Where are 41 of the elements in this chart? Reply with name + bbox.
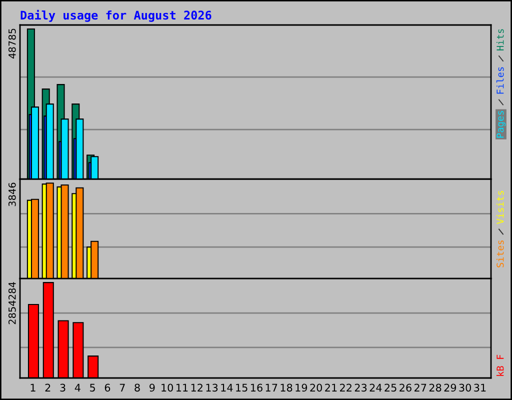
- x-tick-label: 13: [206, 384, 218, 392]
- x-tick-label: 9: [150, 384, 155, 392]
- x-tick-label: 12: [191, 384, 202, 392]
- x-tick-label: 22: [340, 384, 352, 392]
- text: 2854284: [8, 282, 16, 324]
- x-tick-label: 26: [400, 384, 412, 392]
- x-tick-label: 30: [459, 384, 472, 392]
- x-tick-label: 15: [236, 384, 248, 392]
- x-tick-label: 6: [104, 384, 110, 392]
- x-tick-label: 17: [266, 384, 278, 392]
- text: 3846: [8, 182, 16, 206]
- x-tick-label: 28: [429, 384, 442, 392]
- x-tick-label: 8: [134, 384, 140, 392]
- x-tick-label: 27: [414, 384, 426, 392]
- text: Files: [496, 67, 504, 94]
- chart-title: Daily usage for August 2026: [20, 10, 212, 22]
- x-tick-label: 25: [384, 384, 396, 392]
- text: Visits: [496, 191, 504, 224]
- x-tick-label: 2: [45, 384, 50, 392]
- text: kB F: [496, 354, 504, 376]
- text: Sites: [496, 240, 504, 268]
- x-tick-label: 16: [250, 384, 262, 392]
- text: 48785: [8, 28, 16, 58]
- x-tick-label: 7: [120, 384, 125, 392]
- x-tick-label: 11: [176, 384, 188, 392]
- text: Hits: [496, 29, 504, 50]
- x-tick-label: 23: [354, 384, 367, 392]
- x-tick-label: 20: [310, 384, 322, 392]
- x-tick-label: 14: [221, 384, 233, 392]
- x-tick-label: 3: [60, 384, 66, 392]
- x-tick-label: 18: [280, 384, 292, 392]
- x-tick-label: 24: [370, 384, 382, 392]
- x-tick-label: 1: [30, 384, 36, 392]
- x-tick-label: 5: [90, 384, 95, 392]
- x-tick-label: 19: [296, 384, 308, 392]
- x-tick-label: 29: [444, 384, 456, 392]
- x-tick-label: 31: [474, 384, 486, 392]
- x-tick-label: 4: [74, 384, 80, 392]
- x-tick-label: 21: [325, 384, 337, 392]
- text: Pages: [496, 111, 506, 138]
- x-tick-label: 10: [162, 384, 173, 392]
